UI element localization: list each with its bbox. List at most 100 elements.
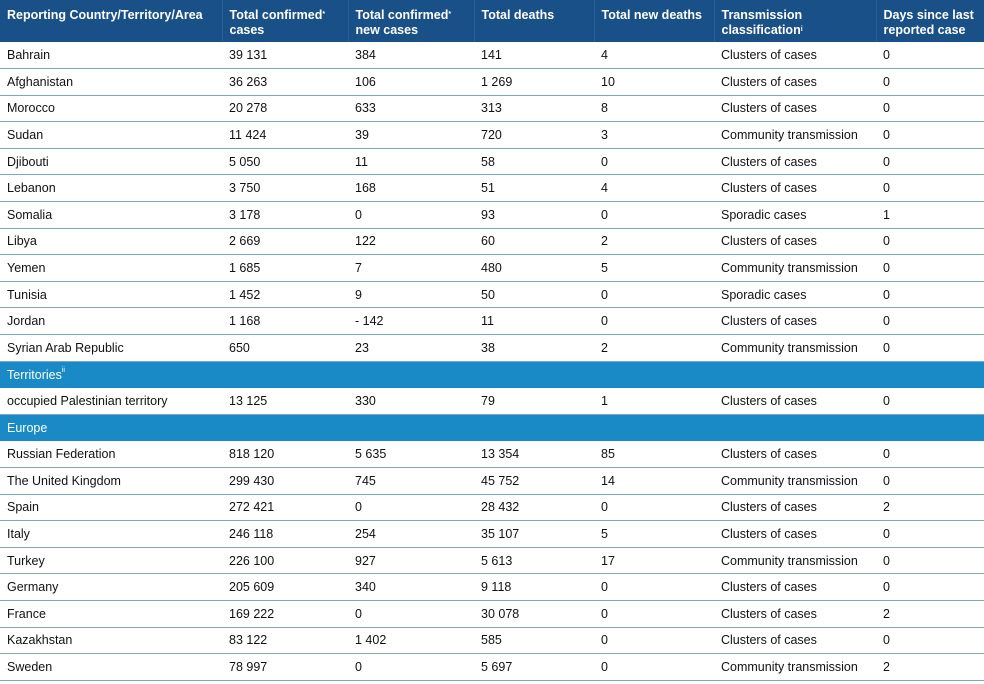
cell-days-since: 0 [883, 181, 890, 196]
cell-deaths: 58 [481, 154, 495, 169]
cell-new-cases: 384 [355, 48, 376, 63]
cell-transmission: Clusters of cases [721, 48, 817, 63]
cell-days-since: 0 [883, 48, 890, 63]
table-row: Djibouti 5 050 11 58 0 Clusters of cases 0 [0, 148, 984, 175]
cell-days-since: 0 [883, 446, 890, 461]
cell-deaths: 9 118 [481, 580, 512, 595]
cell-confirmed: 299 430 [229, 473, 275, 488]
cell-transmission: Clusters of cases [721, 606, 817, 621]
table-row: Morocco 20 278 633 313 8 Clusters of cases 0 [0, 95, 984, 122]
cell-confirmed: 272 421 [229, 500, 275, 515]
table-row: The United Kingdom 299 430 745 45 752 14 Comm… [0, 468, 984, 495]
cell-confirmed: 83 122 [229, 633, 268, 648]
cell-new-cases: 254 [355, 526, 376, 541]
cell-country: Jordan [7, 314, 46, 329]
table-row: Turkey 226 100 927 5 613 17 Community transmi… [0, 547, 984, 574]
cell-new-cases: 745 [355, 473, 376, 488]
cell-new-deaths: 0 [601, 606, 608, 621]
cell-confirmed: 1 685 [229, 261, 261, 276]
cell-days-since: 0 [883, 287, 890, 302]
table-row: Lebanon 3 750 168 51 4 Clusters of cases 0 [0, 175, 984, 202]
cell-confirmed: 39 131 [229, 48, 268, 63]
cell-confirmed: 3 178 [229, 207, 261, 222]
cell-days-since: 2 [883, 606, 890, 621]
cell-country: Turkey [7, 553, 45, 568]
cell-transmission: Clusters of cases [721, 234, 817, 249]
table-row: occupied Palestinian territory 13 125 330 7… [0, 388, 984, 415]
header-row: Reporting Country/Territory/Area Total c… [0, 0, 984, 42]
cell-country: Russian Federation [7, 446, 116, 461]
table-row: Afghanistan 36 263 106 1 269 10 Clusters of c… [0, 69, 984, 96]
cell-confirmed: 246 118 [229, 526, 274, 541]
cell-transmission: Community transmission [721, 553, 858, 568]
cell-days-since: 0 [883, 234, 890, 249]
cell-deaths: 585 [481, 633, 502, 648]
cell-new-cases: 7 [355, 261, 362, 276]
cell-transmission: Clusters of cases [721, 580, 817, 595]
cell-country: Afghanistan [7, 74, 74, 89]
cell-confirmed: 1 168 [229, 314, 261, 329]
cell-days-since: 0 [883, 553, 890, 568]
cell-new-deaths: 10 [601, 74, 615, 89]
cell-transmission: Sporadic cases [721, 207, 807, 222]
cell-transmission: Clusters of cases [721, 181, 817, 196]
cell-new-deaths: 0 [601, 659, 608, 674]
cell-transmission: Clusters of cases [721, 526, 817, 541]
cell-new-deaths: 5 [601, 526, 608, 541]
cell-new-deaths: 0 [601, 314, 608, 329]
cell-new-cases: 122 [355, 234, 376, 249]
cell-confirmed: 1 452 [229, 287, 261, 302]
cell-deaths: 5 697 [481, 659, 513, 674]
cell-deaths: 720 [481, 128, 502, 143]
table-row: Jordan 1 168 - 142 11 0 Clusters of cases 0 [0, 308, 984, 335]
cell-transmission: Clusters of cases [721, 101, 817, 116]
header-new-cases: Total confirmed* new cases [348, 0, 475, 42]
cell-new-deaths: 85 [601, 446, 615, 461]
cell-new-cases: 330 [355, 393, 376, 408]
cell-days-since: 0 [883, 633, 890, 648]
cell-new-cases: 633 [355, 101, 376, 116]
cell-new-cases: 11 [355, 154, 368, 169]
cell-confirmed: 169 222 [229, 606, 275, 621]
header-confirmed: Total confirmed* cases [222, 0, 349, 42]
cell-new-cases: 927 [355, 553, 376, 568]
cell-deaths: 38 [481, 340, 495, 355]
cell-days-since: 1 [883, 207, 890, 222]
cell-new-deaths: 4 [601, 181, 608, 196]
cell-deaths: 51 [481, 181, 495, 196]
cell-deaths: 60 [481, 234, 495, 249]
cell-transmission: Community transmission [721, 473, 858, 488]
cell-new-deaths: 17 [601, 553, 615, 568]
cell-deaths: 35 107 [481, 526, 520, 541]
cell-transmission: Clusters of cases [721, 74, 817, 89]
cell-deaths: 79 [481, 393, 495, 408]
cell-days-since: 0 [883, 128, 890, 143]
cell-transmission: Community transmission [721, 659, 858, 674]
cell-new-deaths: 14 [601, 473, 615, 488]
cell-transmission: Clusters of cases [721, 500, 817, 515]
cell-new-cases: 0 [355, 500, 362, 515]
cell-new-deaths: 2 [601, 340, 608, 355]
cell-deaths: 480 [481, 261, 502, 276]
header-deaths: Total deaths [474, 0, 595, 42]
cell-deaths: 93 [481, 207, 495, 222]
cell-new-deaths: 0 [601, 580, 608, 595]
table-row: France 169 222 0 30 078 0 Clusters of cases 2 [0, 600, 984, 628]
cell-deaths: 13 354 [481, 446, 520, 461]
cell-days-since: 0 [883, 526, 890, 541]
cell-transmission: Clusters of cases [721, 446, 817, 461]
cell-days-since: 0 [883, 314, 890, 329]
cell-days-since: 0 [883, 393, 890, 408]
cell-days-since: 0 [883, 580, 890, 595]
cell-confirmed: 36 263 [229, 74, 268, 89]
cell-new-cases: 106 [355, 74, 376, 89]
table-row: Bahrain 39 131 384 141 4 Clusters of cases 0 [0, 42, 984, 69]
cell-new-cases: 0 [355, 606, 362, 621]
section-label: Europe [7, 420, 48, 435]
cell-new-cases: 168 [355, 181, 376, 196]
cell-new-deaths: 5 [601, 261, 608, 276]
cell-deaths: 1 269 [481, 74, 513, 89]
cell-new-deaths: 1 [601, 393, 608, 408]
cell-country: Spain [7, 500, 39, 515]
cell-confirmed: 650 [229, 340, 250, 355]
